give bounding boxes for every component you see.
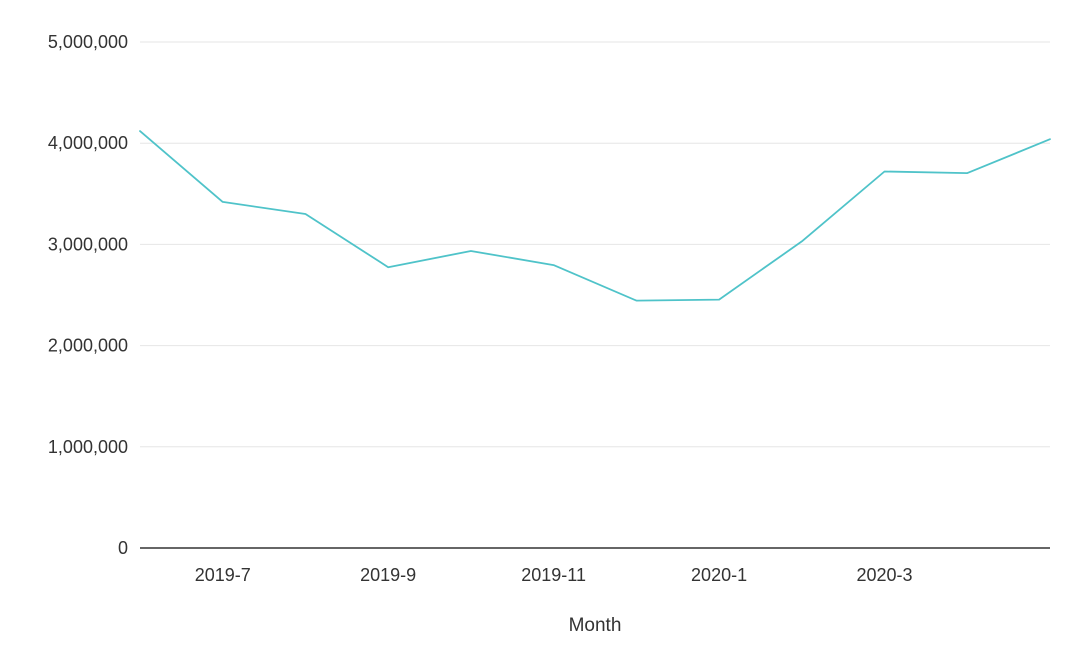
data-point[interactable]	[303, 212, 308, 217]
y-tick-label: 4,000,000	[48, 133, 128, 153]
x-tick-label: 2019-11	[521, 565, 586, 585]
data-point[interactable]	[1048, 137, 1053, 142]
data-point[interactable]	[799, 239, 804, 244]
data-point[interactable]	[717, 297, 722, 302]
data-point[interactable]	[634, 298, 639, 303]
x-tick-label: 2020-1	[691, 565, 747, 585]
data-point[interactable]	[220, 199, 225, 204]
data-point[interactable]	[882, 169, 887, 174]
y-tick-label: 1,000,000	[48, 437, 128, 457]
y-tick-label: 3,000,000	[48, 234, 128, 254]
y-tick-label: 0	[118, 538, 128, 558]
x-tick-label: 2019-9	[360, 565, 416, 585]
data-point[interactable]	[965, 171, 970, 176]
y-axis-tick-labels: 0 1,000,000 2,000,000 3,000,000 4,000,000 5,0…	[48, 32, 128, 558]
data-point[interactable]	[386, 265, 391, 270]
data-point[interactable]	[138, 129, 143, 134]
x-axis-tick-labels: 2019-7 2019-9 2019-11 2020-1 2020-3	[195, 565, 913, 585]
series-line	[139, 130, 1051, 302]
series-layer	[138, 129, 1053, 303]
gridlines	[140, 41, 1050, 448]
x-axis-title: Month	[569, 615, 622, 636]
data-point[interactable]	[551, 263, 556, 268]
x-tick-label: 2019-7	[195, 565, 251, 585]
x-tick-label: 2020-3	[857, 565, 913, 585]
data-point[interactable]	[468, 248, 473, 253]
y-tick-label: 5,000,000	[48, 32, 128, 52]
y-tick-label: 2,000,000	[48, 336, 128, 356]
